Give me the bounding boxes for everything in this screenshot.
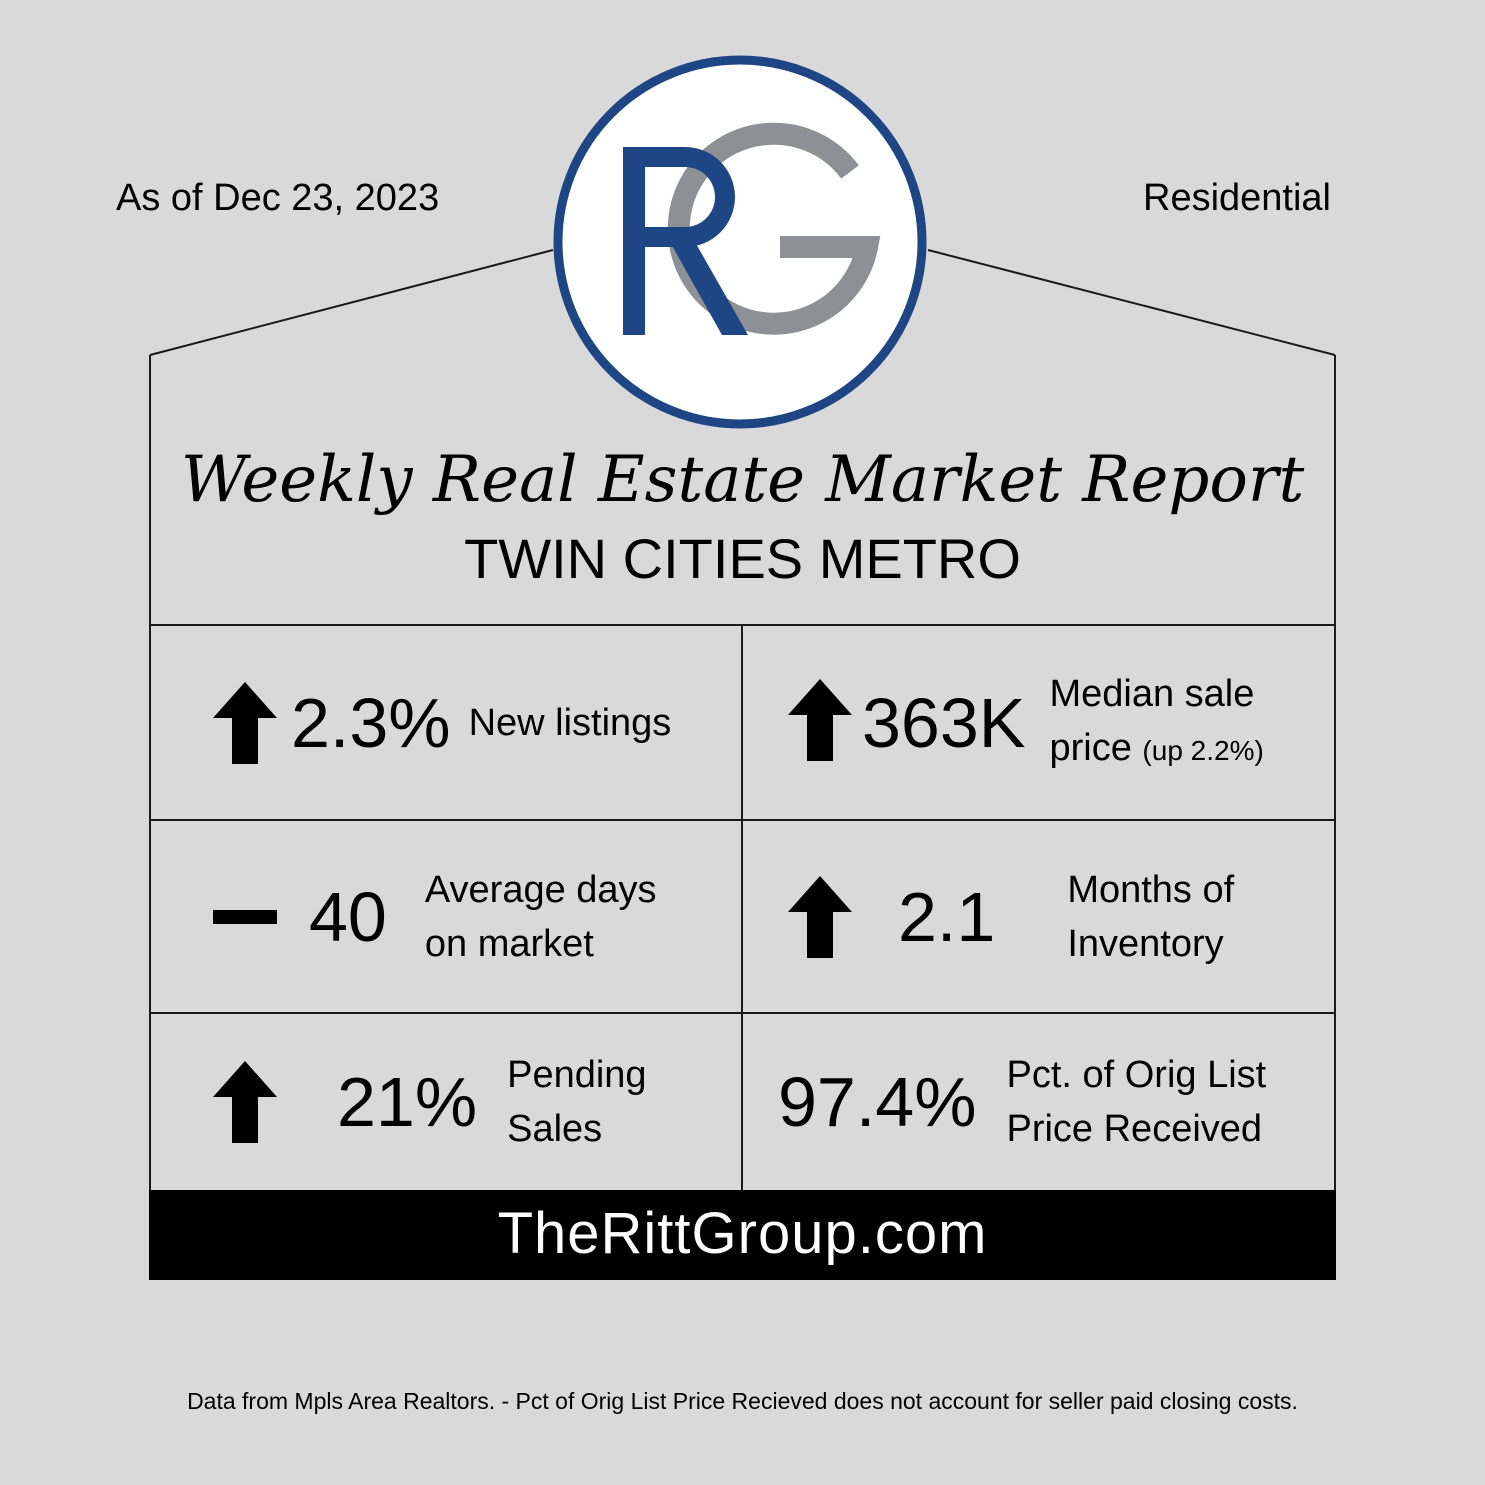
metric-label-line2: Price Received [1006,1107,1263,1150]
metric-label-line1: Average days [424,868,657,911]
metric-pending-sales: 21% Pending Sales [213,1013,647,1190]
metric-label-line2: on market [424,922,594,965]
arrow-up-icon [213,681,277,764]
metric-label: Median sale price (up 2.2%) [1049,667,1263,778]
metric-label: New listings [468,701,672,744]
arrow-up-icon [788,875,852,958]
metric-months-of-inventory: 2.1 Months of Inventory [788,820,1234,1013]
metric-label: Months of Inventory [1067,863,1234,971]
metric-value: 2.3% [291,683,451,762]
metric-average-days-on-market: 40 Average days on market [213,820,657,1013]
metric-new-listings: 2.3% New listings [213,625,671,820]
metric-label-line1: Median sale [1049,673,1255,715]
metric-label: Pct. of Orig List Price Received [1006,1048,1266,1156]
metric-label-line1: Pct. of Orig List [1006,1053,1267,1096]
metric-label-line2: Inventory [1067,922,1224,965]
rg-logo [553,55,927,429]
metric-value: 97.4% [778,1062,977,1141]
arrow-up-icon [213,1060,277,1143]
metric-value: 2.1 [898,877,996,956]
metric-label-note: (up 2.2%) [1142,735,1264,766]
as-of-date: As of Dec 23, 2023 [116,177,440,219]
arrow-up-icon [788,678,852,761]
metric-label: Pending Sales [507,1048,646,1156]
report-title: Weekly Real Estate Market Report [180,443,1305,517]
metric-label-line1: Pending [507,1053,647,1096]
metric-median-sale-price: 363K Median sale price (up 2.2%) [788,625,1264,820]
roof-line-left [149,249,554,356]
metric-pct-orig-list-price: 97.4% Pct. of Orig List Price Received [778,1013,1266,1190]
metric-label-line2: Sales [507,1107,603,1150]
website-banner: TheRittGroup.com [149,1190,1336,1280]
roof-line-right [927,249,1336,356]
data-disclaimer: Data from Mpls Area Realtors. - Pct of O… [187,1388,1298,1414]
flat-dash-icon [213,909,277,924]
metric-label: Average days on market [425,863,657,971]
metric-value: 363K [862,683,1026,762]
metric-value: 40 [309,877,387,956]
metric-value: 21% [337,1062,478,1141]
metric-label-line2: price [1049,727,1132,769]
report-region: TWIN CITIES METRO [464,527,1021,590]
property-category: Residential [1143,177,1331,219]
logo-letter-r [623,147,748,335]
metric-label-line1: Months of [1067,868,1235,911]
